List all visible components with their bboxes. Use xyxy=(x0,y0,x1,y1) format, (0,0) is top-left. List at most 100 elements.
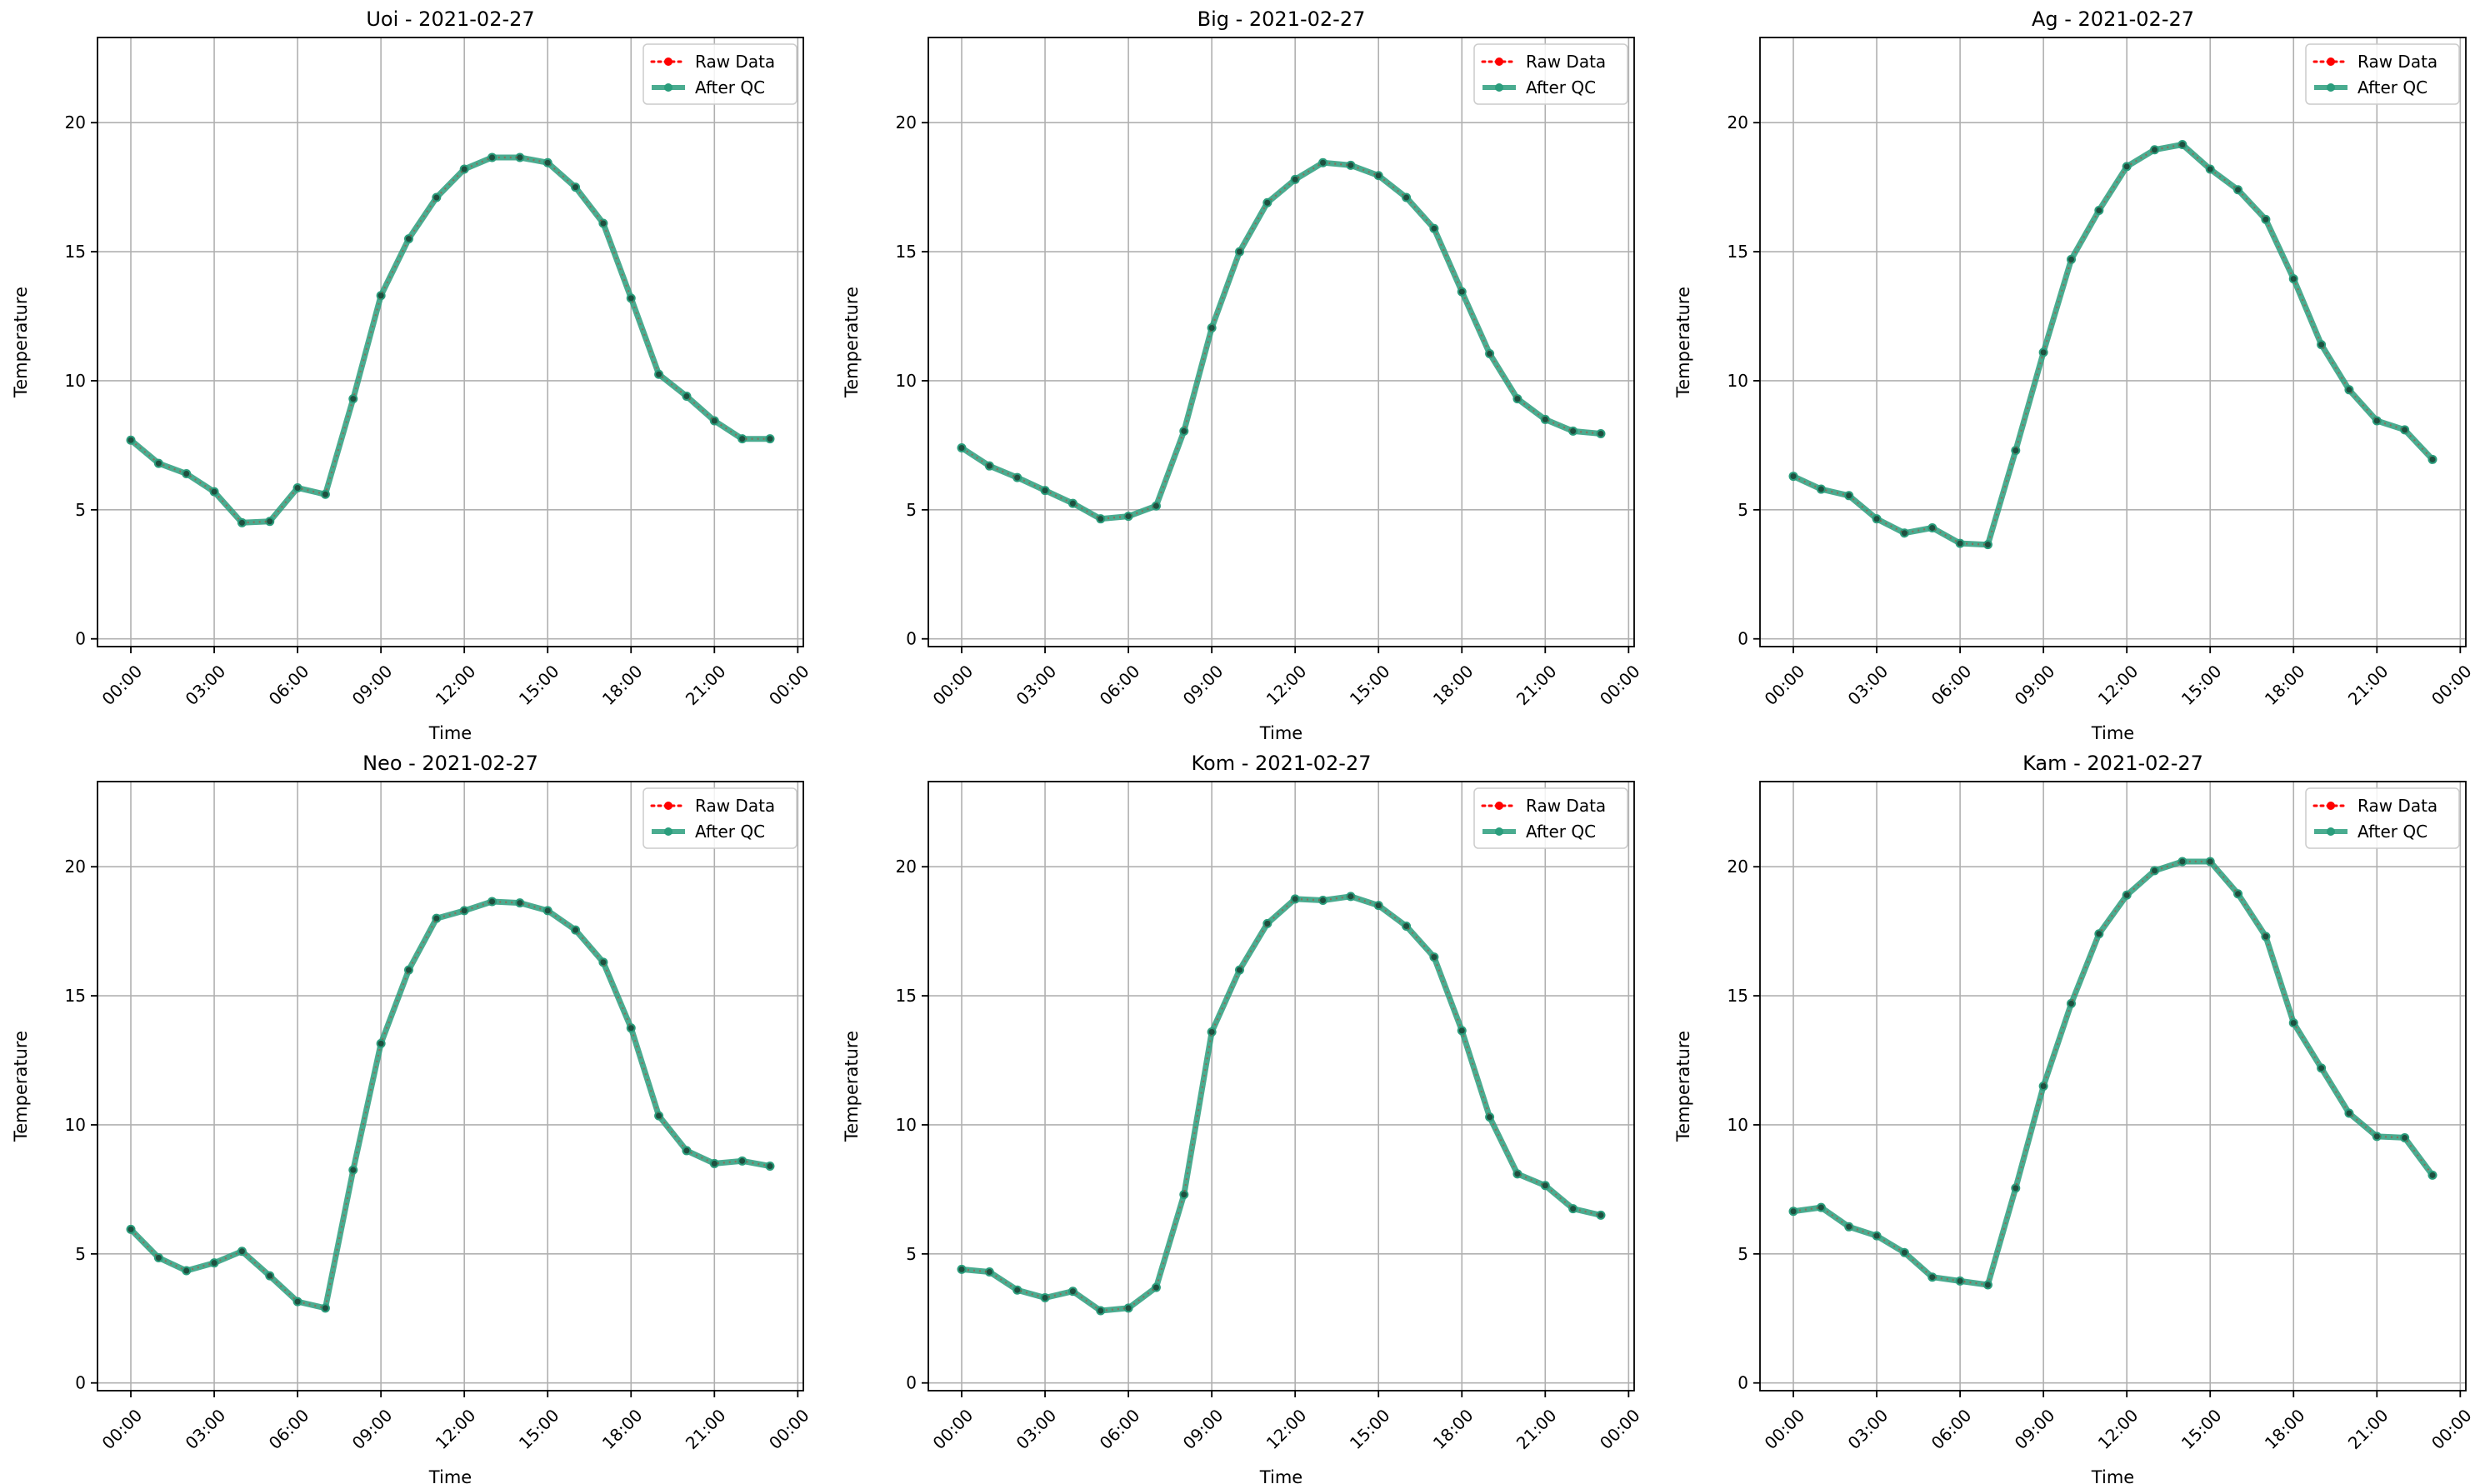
legend-raw-marker xyxy=(1495,802,1503,810)
y-tick-label: 5 xyxy=(75,1244,86,1264)
raw-data-point xyxy=(1098,1307,1104,1314)
raw-data-point xyxy=(2318,342,2325,348)
x-tick-label: 00:00 xyxy=(1596,1405,1644,1453)
raw-data-point xyxy=(1014,1287,1021,1293)
raw-data-point xyxy=(1929,1274,1936,1281)
after-qc-line xyxy=(128,898,773,1312)
legend-raw-label: Raw Data xyxy=(1526,52,1606,72)
x-tick-label: 09:00 xyxy=(1179,1405,1228,1453)
legend: Raw Data After QC xyxy=(1473,787,1628,849)
raw-data-point xyxy=(238,1248,245,1255)
raw-data-point xyxy=(572,184,579,191)
raw-data-point xyxy=(1348,893,1354,900)
x-tick-label: 15:00 xyxy=(2178,661,2226,709)
raw-data-point xyxy=(2290,1020,2297,1027)
raw-data-point xyxy=(739,1157,746,1164)
raw-data-point xyxy=(294,485,301,492)
raw-data-point xyxy=(1320,897,1327,903)
raw-data-point xyxy=(628,1025,634,1032)
y-tick-label: 10 xyxy=(896,371,917,391)
raw-data-line xyxy=(1792,860,2433,1287)
raw-data-point xyxy=(767,1163,773,1170)
raw-data-point xyxy=(405,967,412,973)
raw-data-point xyxy=(2123,163,2130,170)
raw-data-point xyxy=(2429,1172,2436,1178)
x-tick-label: 09:00 xyxy=(2011,661,2059,709)
raw-data-point xyxy=(1181,1192,1188,1198)
raw-data-point xyxy=(1984,542,1991,548)
raw-data-point xyxy=(1957,540,1963,547)
axes-frame xyxy=(1759,37,2467,647)
raw-data-point xyxy=(155,1254,162,1261)
raw-data-point xyxy=(2123,892,2130,898)
x-tick-label: 06:00 xyxy=(1096,1405,1144,1453)
raw-data-point xyxy=(1542,416,1548,422)
axes-frame xyxy=(97,37,804,647)
x-tick-label: 00:00 xyxy=(1761,661,1809,709)
after-qc-line xyxy=(958,893,1604,1314)
y-tick-label: 0 xyxy=(75,629,86,649)
raw-data-point xyxy=(2235,187,2242,193)
raw-data-point xyxy=(1901,1249,1908,1256)
raw-data-point xyxy=(183,470,190,477)
raw-data-point xyxy=(211,1260,218,1267)
raw-data-point xyxy=(461,166,468,172)
y-tick-label: 5 xyxy=(75,500,86,520)
raw-data-point xyxy=(1014,474,1021,481)
y-tick-label: 20 xyxy=(1728,857,1748,877)
raw-data-line xyxy=(961,895,1602,1312)
raw-data-point xyxy=(628,295,634,302)
legend-raw-label: Raw Data xyxy=(1526,796,1606,816)
x-tick-label: 03:00 xyxy=(1012,661,1061,709)
axes-frame xyxy=(928,37,1635,647)
x-tick-label: 00:00 xyxy=(929,1405,978,1453)
axes-frame xyxy=(97,781,804,1392)
legend-raw-marker xyxy=(664,802,672,810)
legend-qc-marker xyxy=(1495,83,1503,92)
subplot-title: Ag - 2021-02-27 xyxy=(2032,7,2194,31)
raw-data-point xyxy=(1598,1212,1604,1218)
after-qc-line xyxy=(128,154,773,526)
legend: Raw Data After QC xyxy=(1473,43,1628,105)
raw-data-point xyxy=(2402,1134,2408,1141)
x-tick-label: 15:00 xyxy=(515,1405,563,1453)
x-tick-label: 09:00 xyxy=(1179,661,1228,709)
x-tick-label: 00:00 xyxy=(98,1405,147,1453)
x-axis-label: Time xyxy=(1259,1467,1302,1484)
y-tick-label: 15 xyxy=(65,986,86,1006)
y-tick-label: 20 xyxy=(1728,112,1748,132)
x-tick-label: 12:00 xyxy=(2094,661,2142,709)
raw-data-point xyxy=(572,927,579,933)
x-tick-label: 18:00 xyxy=(1429,1405,1478,1453)
raw-data-point xyxy=(2179,858,2186,865)
raw-data-point xyxy=(378,292,384,299)
y-tick-label: 10 xyxy=(1728,1115,1748,1135)
raw-data-point xyxy=(2068,256,2074,262)
x-tick-label: 00:00 xyxy=(929,661,978,709)
raw-data-point xyxy=(2346,387,2352,393)
subplot-6: 0 5 10 15 20 00:00 03:00 06:00 09:00 12:00 15:00 18… xyxy=(1673,752,2476,1484)
raw-data-point xyxy=(1208,324,1215,331)
y-tick-label: 20 xyxy=(896,857,917,877)
x-axis-label: Time xyxy=(428,723,472,743)
raw-data-point xyxy=(656,371,662,377)
raw-data-point xyxy=(1514,396,1521,402)
x-axis-label: Time xyxy=(428,1467,472,1484)
raw-data-point xyxy=(1818,1204,1824,1211)
raw-data-point xyxy=(267,518,273,525)
y-tick-label: 20 xyxy=(65,857,86,877)
x-tick-label: 00:00 xyxy=(2428,1405,2476,1453)
raw-data-point xyxy=(350,396,357,402)
legend: Raw Data After QC xyxy=(642,43,798,105)
x-tick-label: 06:00 xyxy=(265,661,313,709)
raw-data-point xyxy=(433,915,440,922)
raw-data-point xyxy=(1069,1288,1076,1295)
after-qc-line xyxy=(1790,858,2436,1288)
raw-data-point xyxy=(683,1147,690,1154)
raw-data-line xyxy=(130,156,770,524)
y-tick-label: 10 xyxy=(896,1115,917,1135)
raw-data-point xyxy=(1181,427,1188,434)
raw-data-point xyxy=(544,159,551,166)
raw-data-point xyxy=(1458,1027,1465,1034)
raw-data-point xyxy=(1403,194,1410,201)
